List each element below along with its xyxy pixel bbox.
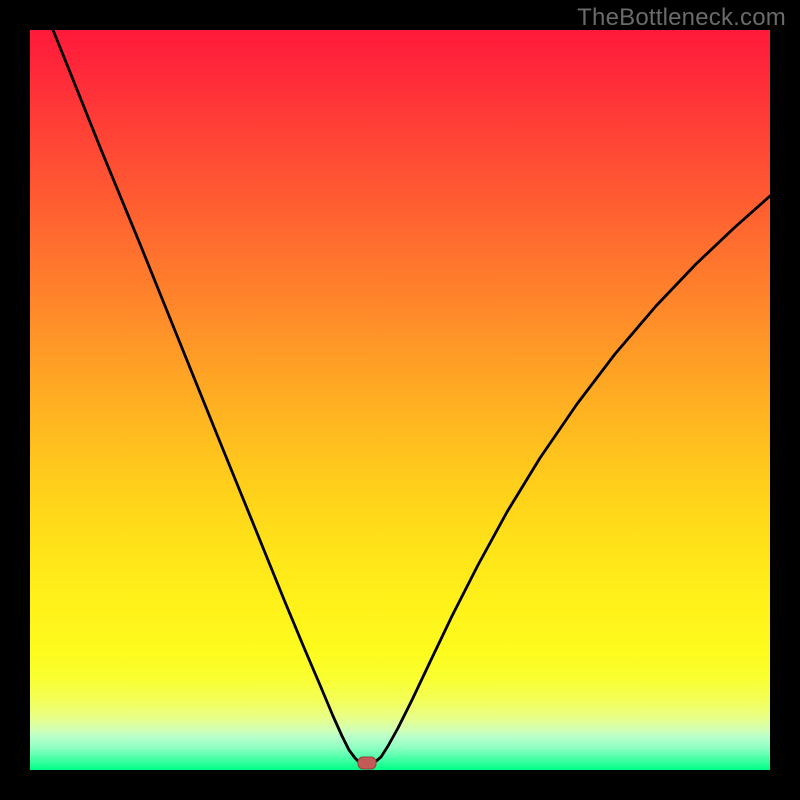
optimal-point-marker <box>358 757 376 769</box>
chart-plot-background <box>30 30 770 770</box>
bottleneck-chart <box>0 0 800 800</box>
chart-container: TheBottleneck.com <box>0 0 800 800</box>
watermark-text: TheBottleneck.com <box>577 4 786 32</box>
